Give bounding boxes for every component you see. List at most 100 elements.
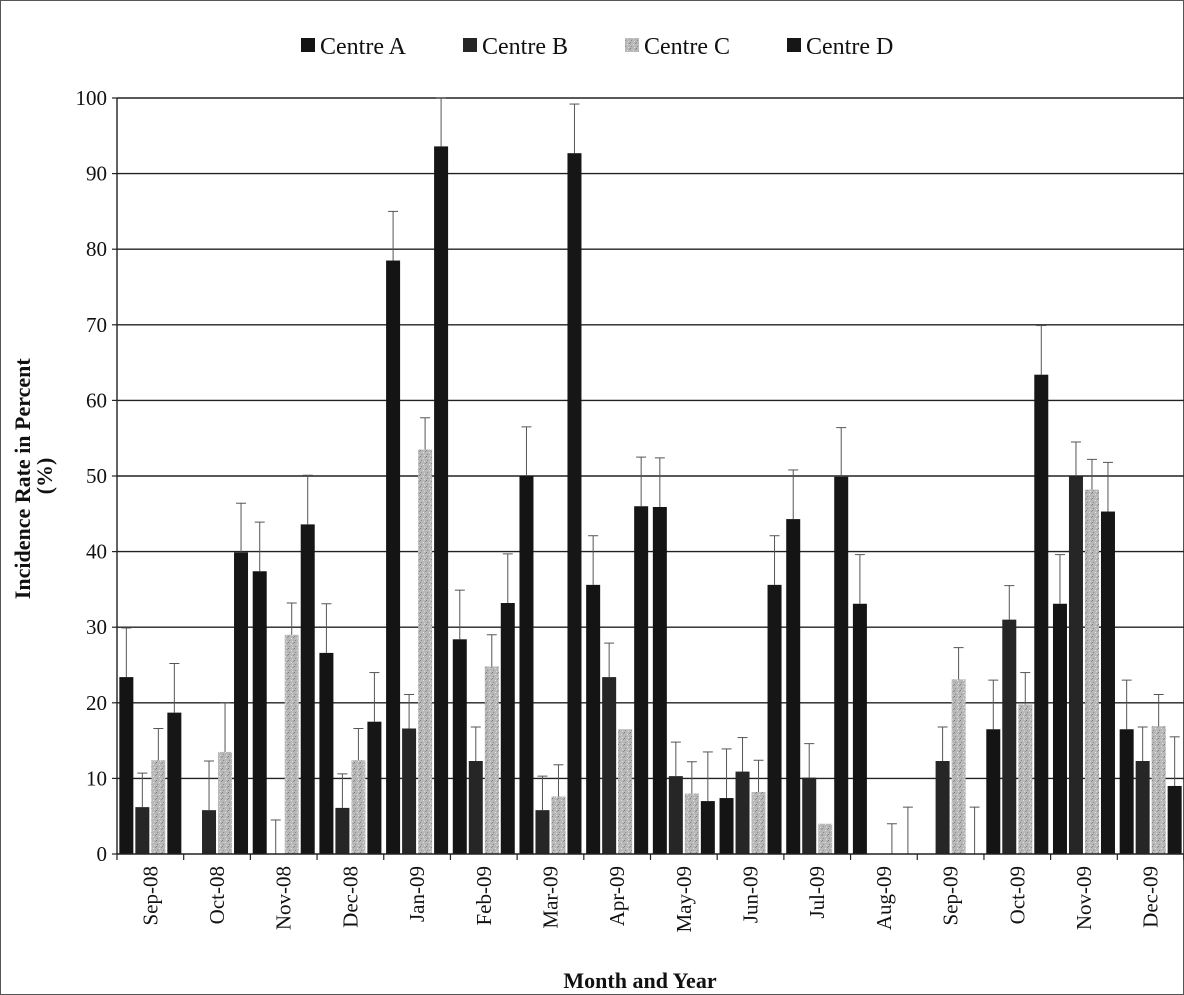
bar	[167, 712, 182, 854]
bar	[452, 639, 467, 854]
bar	[202, 810, 217, 854]
bar	[218, 751, 233, 854]
x-tick-label: Dec-08	[338, 866, 362, 928]
bar	[434, 146, 449, 854]
bar	[367, 721, 382, 854]
bar	[618, 729, 633, 854]
bar	[802, 777, 817, 854]
x-tick-label: Aug-09	[872, 866, 896, 930]
legend-swatch	[625, 38, 639, 52]
axes: 0 10 20 30 40 50 60 70 80 90 100 Sep-08 Oct-08 Nov-08…	[76, 86, 1184, 933]
bar	[386, 260, 401, 854]
y-axis-title-line-1: Incidence Rate in Percent	[10, 358, 35, 600]
x-tick-label: Mar-09	[538, 866, 562, 929]
y-tick-label: 70	[86, 313, 107, 337]
y-axis-title: Incidence Rate in Percent (%)	[10, 353, 57, 599]
bar	[500, 603, 515, 854]
legend-swatch	[301, 38, 315, 52]
y-tick-label: 20	[86, 691, 107, 715]
y-tick-label: 100	[76, 86, 108, 110]
bar	[335, 807, 350, 854]
x-tick-label: Nov-09	[1072, 866, 1096, 930]
x-tick-label: Jul-09	[805, 866, 829, 919]
bar	[951, 679, 966, 854]
bar	[1018, 704, 1033, 854]
legend-swatch	[787, 38, 801, 52]
legend-swatch	[463, 38, 477, 52]
bar	[735, 771, 750, 854]
bar	[1002, 619, 1017, 854]
bar	[119, 677, 134, 854]
bar	[135, 807, 150, 854]
bar	[668, 776, 683, 854]
x-tick-label: Jan-09	[405, 866, 429, 922]
bar	[519, 476, 534, 854]
y-tick-label: 60	[86, 388, 107, 412]
bar	[1135, 761, 1150, 854]
y-tick-label: 30	[86, 615, 107, 639]
bar	[1068, 476, 1083, 854]
y-tick-label: 40	[86, 540, 107, 564]
bar	[484, 666, 499, 854]
y-tick-label: 80	[86, 237, 107, 261]
bar	[300, 524, 315, 854]
bar	[151, 760, 166, 854]
x-tick-label: Jun-09	[739, 866, 763, 923]
bar	[351, 760, 366, 854]
bar	[567, 153, 582, 855]
bar	[719, 798, 734, 854]
x-tick-label: May-09	[672, 866, 696, 933]
bar	[767, 584, 782, 854]
bar	[1119, 729, 1134, 854]
y-tick-label: 0	[97, 842, 108, 866]
bar	[986, 729, 1001, 854]
legend-label: Centre B	[482, 34, 568, 60]
bar	[1052, 603, 1067, 854]
bar	[1034, 374, 1049, 854]
legend-label: Centre D	[806, 34, 893, 60]
bar	[468, 761, 483, 854]
bar	[700, 801, 715, 854]
bar	[284, 634, 299, 854]
x-tick-label: Oct-09	[1005, 866, 1029, 924]
bar	[751, 792, 766, 854]
bar	[252, 571, 267, 854]
bar	[234, 552, 249, 854]
bar	[935, 761, 950, 854]
bar	[418, 449, 433, 854]
x-tick-label: Sep-09	[939, 866, 963, 926]
bar	[586, 584, 601, 854]
bar	[1100, 511, 1115, 854]
bar	[684, 793, 699, 854]
bar	[319, 652, 334, 854]
bar	[1167, 785, 1182, 854]
bar	[786, 519, 801, 854]
bar	[1151, 726, 1166, 854]
bar	[818, 823, 833, 854]
x-tick-label: Sep-08	[138, 866, 162, 926]
bar	[602, 677, 617, 854]
y-tick-label: 50	[86, 464, 107, 488]
x-tick-label: Dec-09	[1139, 866, 1163, 928]
y-tick-label: 90	[86, 162, 107, 186]
bars	[119, 97, 1182, 855]
bar	[551, 796, 566, 854]
x-axis-title: Month and Year	[563, 968, 716, 993]
x-tick-label: Apr-09	[605, 866, 629, 926]
bar	[402, 728, 417, 854]
x-tick-label: Feb-09	[472, 866, 496, 926]
bar	[634, 506, 649, 854]
bar	[535, 810, 550, 854]
bar	[1084, 489, 1099, 854]
bar	[834, 476, 849, 854]
bar	[652, 506, 667, 854]
x-tick-label: Nov-08	[272, 866, 296, 930]
legend: Centre A Centre B Centre C Centre D	[301, 34, 893, 60]
legend-label: Centre A	[320, 34, 407, 60]
y-tick-label: 10	[86, 766, 107, 790]
bar	[852, 603, 867, 854]
legend-label: Centre C	[644, 34, 730, 60]
x-tick-label: Oct-08	[205, 866, 229, 924]
